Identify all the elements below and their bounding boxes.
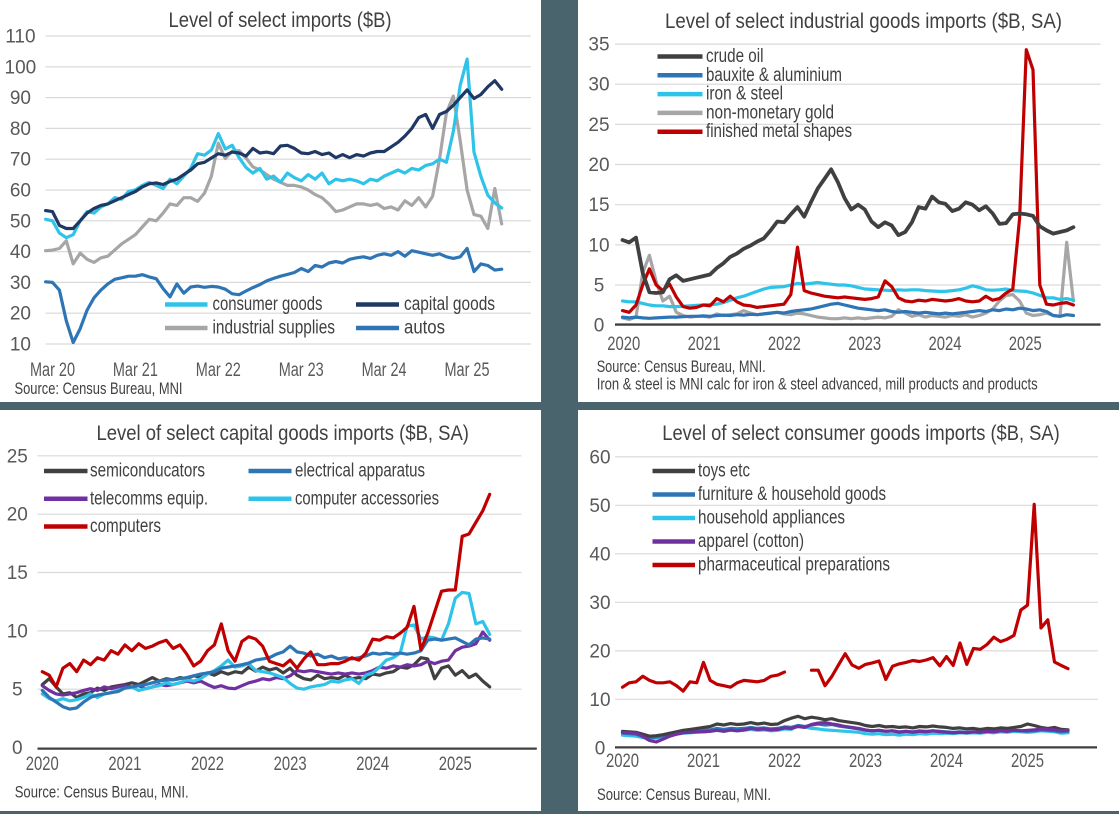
svg-text:30: 30 <box>588 75 609 96</box>
svg-text:2022: 2022 <box>191 754 224 775</box>
svg-text:2023: 2023 <box>848 334 881 355</box>
svg-text:2025: 2025 <box>439 754 472 775</box>
svg-text:25: 25 <box>588 115 609 136</box>
svg-text:computers: computers <box>90 516 161 537</box>
svg-text:2022: 2022 <box>768 334 801 355</box>
svg-text:Source: Census Bureau, MNI: Source: Census Bureau, MNI <box>15 379 183 398</box>
svg-text:40: 40 <box>589 544 610 565</box>
svg-text:40: 40 <box>10 242 31 263</box>
svg-text:electrical apparatus: electrical apparatus <box>295 461 425 482</box>
svg-text:semiconducators: semiconducators <box>90 461 205 482</box>
svg-text:capital goods: capital goods <box>404 294 495 315</box>
svg-text:Mar 24: Mar 24 <box>362 360 407 381</box>
svg-text:Source: Census Bureau, MNI.: Source: Census Bureau, MNI. <box>597 357 766 376</box>
svg-text:telecomms equip.: telecomms equip. <box>90 488 208 509</box>
svg-text:5: 5 <box>12 680 23 701</box>
svg-text:furniture & household goods: furniture & household goods <box>698 484 886 505</box>
svg-text:2025: 2025 <box>1011 751 1044 772</box>
svg-text:70: 70 <box>10 150 31 171</box>
svg-text:25: 25 <box>7 446 28 467</box>
svg-text:10: 10 <box>10 335 31 356</box>
svg-text:15: 15 <box>7 563 28 584</box>
svg-text:2023: 2023 <box>849 751 882 772</box>
svg-text:2024: 2024 <box>929 334 962 355</box>
svg-text:Mar 21: Mar 21 <box>113 360 158 381</box>
svg-text:15: 15 <box>588 195 609 216</box>
svg-text:autos: autos <box>404 318 445 339</box>
svg-text:20: 20 <box>7 505 28 526</box>
svg-text:5: 5 <box>594 275 605 296</box>
svg-text:0: 0 <box>594 316 605 337</box>
svg-text:2025: 2025 <box>1009 334 1042 355</box>
svg-text:consumer goods: consumer goods <box>213 294 323 315</box>
svg-text:Mar 22: Mar 22 <box>196 360 241 381</box>
svg-text:Level of select imports ($B): Level of select imports ($B) <box>169 9 392 32</box>
svg-text:35: 35 <box>588 35 609 56</box>
svg-text:Iron & steel is MNI calc for i: Iron & steel is MNI calc for iron & stee… <box>597 375 1038 394</box>
svg-text:2021: 2021 <box>688 334 721 355</box>
svg-text:computer accessories: computer accessories <box>295 488 439 509</box>
svg-text:crude oil: crude oil <box>706 46 764 67</box>
svg-text:20: 20 <box>589 641 610 662</box>
svg-text:10: 10 <box>588 235 609 256</box>
svg-text:2022: 2022 <box>768 751 801 772</box>
svg-text:90: 90 <box>10 88 31 109</box>
svg-text:2020: 2020 <box>606 751 639 772</box>
svg-text:2020: 2020 <box>26 754 59 775</box>
svg-text:10: 10 <box>7 621 28 642</box>
svg-text:20: 20 <box>10 304 31 325</box>
svg-text:Mar 20: Mar 20 <box>30 360 75 381</box>
svg-text:household appliances: household appliances <box>698 508 845 529</box>
svg-text:apparel (cotton): apparel (cotton) <box>698 531 804 552</box>
svg-text:110: 110 <box>5 27 35 48</box>
svg-text:iron & steel: iron & steel <box>706 84 783 105</box>
svg-text:0: 0 <box>595 738 606 759</box>
svg-text:60: 60 <box>10 181 31 202</box>
svg-text:bauxite & aluminium: bauxite & aluminium <box>706 65 842 86</box>
svg-text:2023: 2023 <box>274 754 307 775</box>
svg-text:20: 20 <box>588 155 609 176</box>
svg-text:50: 50 <box>10 211 31 232</box>
svg-text:Mar 25: Mar 25 <box>445 360 490 381</box>
svg-text:2021: 2021 <box>687 751 720 772</box>
svg-text:Mar 23: Mar 23 <box>279 360 324 381</box>
svg-text:30: 30 <box>589 593 610 614</box>
svg-text:100: 100 <box>5 57 37 78</box>
svg-text:pharmaceutical preparations: pharmaceutical preparations <box>698 555 890 576</box>
svg-text:2020: 2020 <box>607 334 640 355</box>
svg-text:2024: 2024 <box>356 754 389 775</box>
svg-text:10: 10 <box>589 690 610 711</box>
svg-text:0: 0 <box>12 738 23 759</box>
svg-text:Level of select consumer goods: Level of select consumer goods imports (… <box>662 422 1060 445</box>
svg-text:2021: 2021 <box>108 754 141 775</box>
svg-text:Level of select capital goods: Level of select capital goods imports ($… <box>96 422 469 445</box>
svg-text:50: 50 <box>589 496 610 517</box>
svg-text:60: 60 <box>589 447 610 468</box>
svg-text:Source: Census Bureau, MNI.: Source: Census Bureau, MNI. <box>15 783 189 802</box>
svg-text:non-monetary gold: non-monetary gold <box>706 102 834 123</box>
svg-text:Level of select industrial goo: Level of select industrial goods imports… <box>665 10 1062 33</box>
svg-text:finished metal shapes: finished metal shapes <box>706 121 852 142</box>
svg-text:industrial supplies: industrial supplies <box>213 318 336 339</box>
svg-text:30: 30 <box>10 273 31 294</box>
svg-text:2024: 2024 <box>930 751 963 772</box>
svg-text:toys etc: toys etc <box>698 461 750 482</box>
svg-text:Source: Census Bureau, MNI.: Source: Census Bureau, MNI. <box>597 785 771 804</box>
svg-text:80: 80 <box>10 119 31 140</box>
